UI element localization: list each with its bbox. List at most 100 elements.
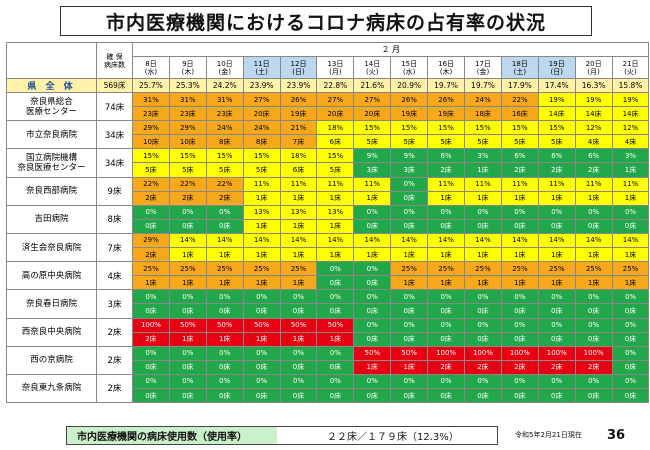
count-cell: 0床: [390, 190, 429, 206]
count-cell: 1床: [353, 359, 392, 375]
count-cell: 0床: [537, 387, 576, 404]
rate-cell: 0%: [537, 204, 576, 220]
hospital-name-line: 医療センター: [25, 106, 77, 117]
rate-cell: 0%: [464, 373, 502, 389]
count-cell: 0床: [132, 387, 170, 404]
hospital-name-line: 吉田病院: [34, 214, 69, 225]
rate-cell: 0%: [353, 317, 392, 333]
count-cell: 6床: [316, 134, 355, 150]
total-rate-cell: 17.4%: [537, 78, 576, 93]
rate-cell: 0%: [353, 204, 392, 220]
hospital-row: 奈良県総合 医療センター 74床 31% 31% 31% 27% 26% 27% 27% 26% 26…: [6, 91, 650, 122]
rate-cell: 11%: [427, 176, 466, 192]
count-cell: 2床: [168, 190, 207, 206]
total-rate-cell: 22.8%: [316, 78, 355, 93]
rate-cell: 0%: [390, 289, 429, 305]
rate-cell: 15%: [132, 148, 170, 164]
count-cell: 5床: [390, 134, 429, 150]
hospital-row: 吉田病院 8床 0% 0% 0% 13% 13% 13% 0% 0% 0% 0% 0% 0% 0% 0%: [6, 204, 650, 234]
count-cell: 0床: [132, 359, 170, 375]
date-header: 15日 (水): [390, 56, 429, 79]
rate-cell: 26%: [427, 91, 466, 108]
rate-cell: 11%: [574, 176, 613, 192]
count-cell: 1床: [132, 275, 170, 291]
count-cell: 23床: [205, 106, 244, 122]
count-cell: 1床: [205, 331, 244, 347]
rate-cell: 14%: [168, 232, 207, 249]
rate-cell: 11%: [500, 176, 539, 192]
rate-cell: 15%: [353, 120, 392, 136]
count-cell: 0床: [427, 303, 466, 319]
date-weekday: (火): [624, 67, 637, 76]
rate-cell: 0%: [316, 373, 355, 389]
count-cell: 2床: [464, 359, 502, 375]
rate-cell: 0%: [390, 204, 429, 220]
hospital-beds: 2床: [96, 373, 133, 404]
rate-cell: 11%: [279, 176, 318, 192]
hospital-name-line: 市立奈良病院: [25, 129, 77, 140]
date-header: 9日 (木): [168, 56, 207, 79]
rate-cell: 13%: [242, 204, 281, 220]
rate-cell: 0%: [205, 204, 244, 220]
count-cell: 0床: [205, 387, 244, 404]
rate-cell: 0%: [574, 204, 613, 220]
count-cell: 0床: [427, 331, 466, 347]
hospital-beds: 34床: [96, 120, 133, 150]
hospital-name-line: 奈良春日病院: [25, 298, 77, 309]
hospital-beds: 2床: [96, 317, 133, 347]
rate-cell: 50%: [353, 345, 392, 361]
count-cell: 16床: [500, 106, 539, 122]
date-header: 18日 (土): [500, 56, 539, 79]
count-cell: 2床: [205, 190, 244, 206]
rate-cell: 100%: [427, 345, 466, 361]
rate-cell: 50%: [168, 317, 207, 333]
count-cell: 0床: [390, 331, 429, 347]
rate-cell: 0%: [390, 176, 429, 192]
rate-cell: 0%: [427, 289, 466, 305]
rate-cell: 0%: [464, 289, 502, 305]
hospital-name-line: 西奈良中央病院: [21, 327, 82, 338]
date-header: 21日 (火): [611, 56, 650, 79]
total-rate-cell: 25.7%: [132, 78, 170, 93]
count-cell: 5床: [242, 162, 281, 178]
count-cell: 5床: [537, 134, 576, 150]
hospital-beds: 8床: [96, 204, 133, 234]
rate-cell: 0%: [611, 317, 650, 333]
count-cell: 2床: [427, 162, 466, 178]
hospital-row: 済生会奈良病院 7床 29% 14% 14% 14% 14% 14% 14% 14% 14% 14% 1…: [6, 232, 650, 263]
rate-cell: 19%: [574, 91, 613, 108]
date-weekday: (木): [439, 67, 453, 76]
rate-cell: 25%: [537, 261, 576, 277]
count-cell: 0床: [464, 387, 502, 404]
count-cell: 0床: [574, 387, 613, 404]
rate-cell: 15%: [537, 120, 576, 136]
summary-value: ２２床／１７９床（12.3%）: [327, 432, 459, 443]
rate-cell: 0%: [316, 345, 355, 361]
total-rate-cell: 15.8%: [611, 78, 650, 93]
hospital-name: 高の原中央病院: [6, 261, 97, 291]
hospital-name: 市立奈良病院: [6, 120, 97, 150]
rate-cell: 0%: [279, 373, 318, 389]
date-day: 20日: [585, 59, 602, 68]
hospital-name: 吉田病院: [6, 204, 97, 234]
rate-cell: 19%: [611, 91, 650, 108]
date-header: 14日 (火): [353, 56, 392, 79]
rate-cell: 0%: [205, 289, 244, 305]
hospital-name: 奈良県総合 医療センター: [6, 91, 97, 122]
rate-cell: 25%: [168, 261, 207, 277]
count-cell: 0床: [168, 359, 207, 375]
hospital-name-line: 奈良県総合: [30, 96, 73, 107]
beds-header: 確 保病床数: [96, 42, 133, 79]
rate-cell: 0%: [242, 345, 281, 361]
count-cell: 0床: [168, 218, 207, 234]
hospital-beds: 34床: [96, 148, 133, 178]
count-cell: 0床: [132, 303, 170, 319]
hospital-name: 奈良春日病院: [6, 289, 97, 319]
count-cell: 1床: [242, 218, 281, 234]
date-weekday: (土): [255, 67, 268, 76]
count-cell: 20床: [242, 106, 281, 122]
rate-cell: 14%: [427, 232, 466, 249]
rate-cell: 11%: [611, 176, 650, 192]
rate-cell: 6%: [500, 148, 539, 164]
rate-cell: 0%: [500, 289, 539, 305]
